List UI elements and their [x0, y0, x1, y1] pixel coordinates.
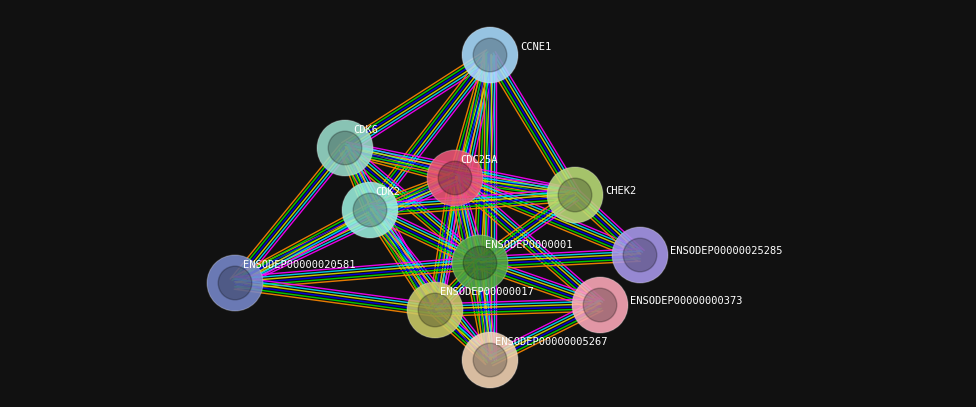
Text: CCNE1: CCNE1 — [520, 42, 551, 52]
Circle shape — [547, 167, 603, 223]
Text: CDC25A: CDC25A — [460, 155, 498, 165]
Text: ENSODEP00000020581: ENSODEP00000020581 — [243, 260, 355, 270]
Text: ENSODEP00000017: ENSODEP00000017 — [440, 287, 534, 297]
Circle shape — [452, 235, 508, 291]
Circle shape — [219, 266, 252, 300]
Circle shape — [584, 288, 617, 322]
Circle shape — [438, 161, 471, 195]
Circle shape — [328, 131, 362, 165]
Text: ENSODEP00000025285: ENSODEP00000025285 — [670, 246, 783, 256]
Text: ENSODEP00000000373: ENSODEP00000000373 — [630, 296, 743, 306]
Circle shape — [407, 282, 463, 338]
Circle shape — [317, 120, 373, 176]
Text: ENSODEP00000005267: ENSODEP00000005267 — [495, 337, 607, 347]
Circle shape — [418, 293, 452, 327]
Text: ENSODEP0000001: ENSODEP0000001 — [485, 240, 573, 250]
Text: CDK2: CDK2 — [375, 187, 400, 197]
Text: CHEK2: CHEK2 — [605, 186, 636, 196]
Circle shape — [558, 178, 591, 212]
Circle shape — [462, 27, 518, 83]
Text: CDK6: CDK6 — [353, 125, 378, 135]
Circle shape — [572, 277, 628, 333]
Circle shape — [464, 246, 497, 280]
Circle shape — [427, 150, 483, 206]
Circle shape — [207, 255, 263, 311]
Circle shape — [353, 193, 386, 227]
Circle shape — [473, 343, 507, 377]
Circle shape — [462, 332, 518, 388]
Circle shape — [473, 38, 507, 72]
Circle shape — [612, 227, 668, 283]
Circle shape — [342, 182, 398, 238]
Circle shape — [624, 238, 657, 272]
